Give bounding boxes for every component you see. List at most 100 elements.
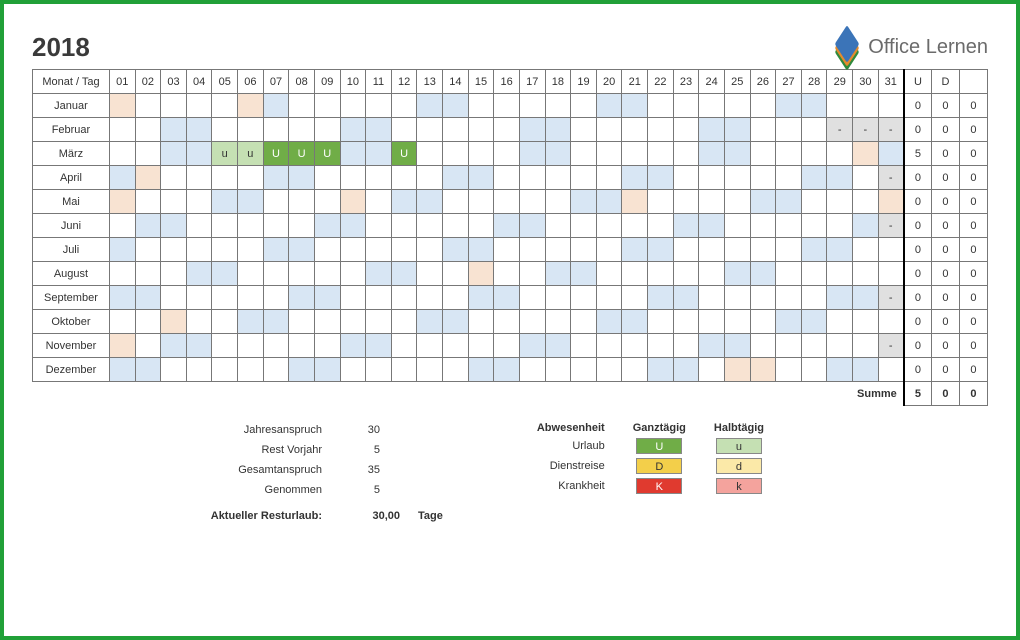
day-cell[interactable] (135, 310, 161, 334)
day-cell[interactable] (724, 262, 750, 286)
day-cell[interactable] (109, 334, 135, 358)
day-cell[interactable] (494, 166, 520, 190)
day-cell[interactable] (750, 214, 776, 238)
day-cell[interactable] (519, 142, 545, 166)
day-cell[interactable] (827, 358, 853, 382)
day-cell[interactable] (263, 94, 289, 118)
day-cell[interactable] (186, 190, 212, 214)
day-cell[interactable] (238, 334, 264, 358)
day-cell[interactable] (519, 334, 545, 358)
day-cell[interactable] (853, 310, 879, 334)
day-cell[interactable] (391, 358, 417, 382)
day-cell[interactable] (366, 286, 392, 310)
day-cell[interactable] (443, 142, 469, 166)
day-cell[interactable] (340, 118, 366, 142)
day-cell[interactable] (391, 334, 417, 358)
day-cell[interactable] (596, 334, 622, 358)
day-cell[interactable] (109, 358, 135, 382)
day-cell[interactable] (750, 358, 776, 382)
day-cell[interactable] (340, 262, 366, 286)
day-cell[interactable]: u (212, 142, 238, 166)
day-cell[interactable] (622, 166, 648, 190)
day-cell[interactable] (468, 118, 494, 142)
day-cell[interactable] (673, 262, 699, 286)
day-cell[interactable] (340, 190, 366, 214)
day-cell[interactable] (212, 310, 238, 334)
day-cell[interactable] (238, 214, 264, 238)
day-cell[interactable] (468, 238, 494, 262)
day-cell[interactable] (314, 310, 340, 334)
day-cell[interactable] (391, 94, 417, 118)
day-cell[interactable] (622, 94, 648, 118)
day-cell[interactable] (622, 238, 648, 262)
day-cell[interactable] (724, 310, 750, 334)
day-cell[interactable] (212, 286, 238, 310)
day-cell[interactable] (878, 358, 904, 382)
day-cell[interactable] (161, 142, 187, 166)
day-cell[interactable] (673, 190, 699, 214)
day-cell[interactable] (366, 190, 392, 214)
day-cell[interactable] (468, 358, 494, 382)
day-cell[interactable] (366, 238, 392, 262)
day-cell[interactable] (417, 238, 443, 262)
day-cell[interactable] (853, 358, 879, 382)
day-cell[interactable] (853, 94, 879, 118)
day-cell[interactable] (340, 286, 366, 310)
day-cell[interactable] (801, 166, 827, 190)
day-cell[interactable] (724, 166, 750, 190)
day-cell[interactable] (853, 190, 879, 214)
day-cell[interactable] (263, 238, 289, 262)
day-cell[interactable] (417, 94, 443, 118)
day-cell[interactable] (776, 334, 802, 358)
day-cell[interactable] (186, 286, 212, 310)
day-cell[interactable] (519, 166, 545, 190)
day-cell[interactable] (468, 142, 494, 166)
day-cell[interactable] (776, 310, 802, 334)
day-cell[interactable] (878, 94, 904, 118)
day-cell[interactable] (314, 190, 340, 214)
day-cell[interactable] (443, 166, 469, 190)
day-cell[interactable] (724, 286, 750, 310)
day-cell[interactable] (135, 190, 161, 214)
day-cell[interactable] (724, 358, 750, 382)
day-cell[interactable] (801, 238, 827, 262)
day-cell[interactable] (340, 334, 366, 358)
day-cell[interactable] (596, 190, 622, 214)
day-cell[interactable] (263, 190, 289, 214)
day-cell[interactable] (519, 118, 545, 142)
day-cell[interactable] (238, 190, 264, 214)
day-cell[interactable]: - (853, 118, 879, 142)
day-cell[interactable] (186, 262, 212, 286)
day-cell[interactable] (853, 262, 879, 286)
day-cell[interactable] (161, 358, 187, 382)
day-cell[interactable] (571, 94, 597, 118)
day-cell[interactable] (109, 286, 135, 310)
day-cell[interactable] (314, 118, 340, 142)
day-cell[interactable] (468, 286, 494, 310)
day-cell[interactable] (648, 334, 674, 358)
day-cell[interactable] (186, 310, 212, 334)
day-cell[interactable] (212, 118, 238, 142)
day-cell[interactable] (801, 94, 827, 118)
day-cell[interactable] (494, 94, 520, 118)
day-cell[interactable] (494, 262, 520, 286)
day-cell[interactable] (878, 142, 904, 166)
day-cell[interactable] (596, 286, 622, 310)
day-cell[interactable] (827, 214, 853, 238)
day-cell[interactable] (494, 286, 520, 310)
day-cell[interactable] (366, 94, 392, 118)
day-cell[interactable] (135, 334, 161, 358)
day-cell[interactable]: u (238, 142, 264, 166)
day-cell[interactable] (289, 286, 315, 310)
day-cell[interactable] (622, 286, 648, 310)
day-cell[interactable] (673, 94, 699, 118)
day-cell[interactable] (699, 286, 725, 310)
day-cell[interactable] (263, 166, 289, 190)
day-cell[interactable] (186, 118, 212, 142)
day-cell[interactable] (724, 190, 750, 214)
day-cell[interactable] (724, 214, 750, 238)
day-cell[interactable] (596, 142, 622, 166)
day-cell[interactable] (135, 166, 161, 190)
day-cell[interactable] (673, 334, 699, 358)
day-cell[interactable] (750, 94, 776, 118)
